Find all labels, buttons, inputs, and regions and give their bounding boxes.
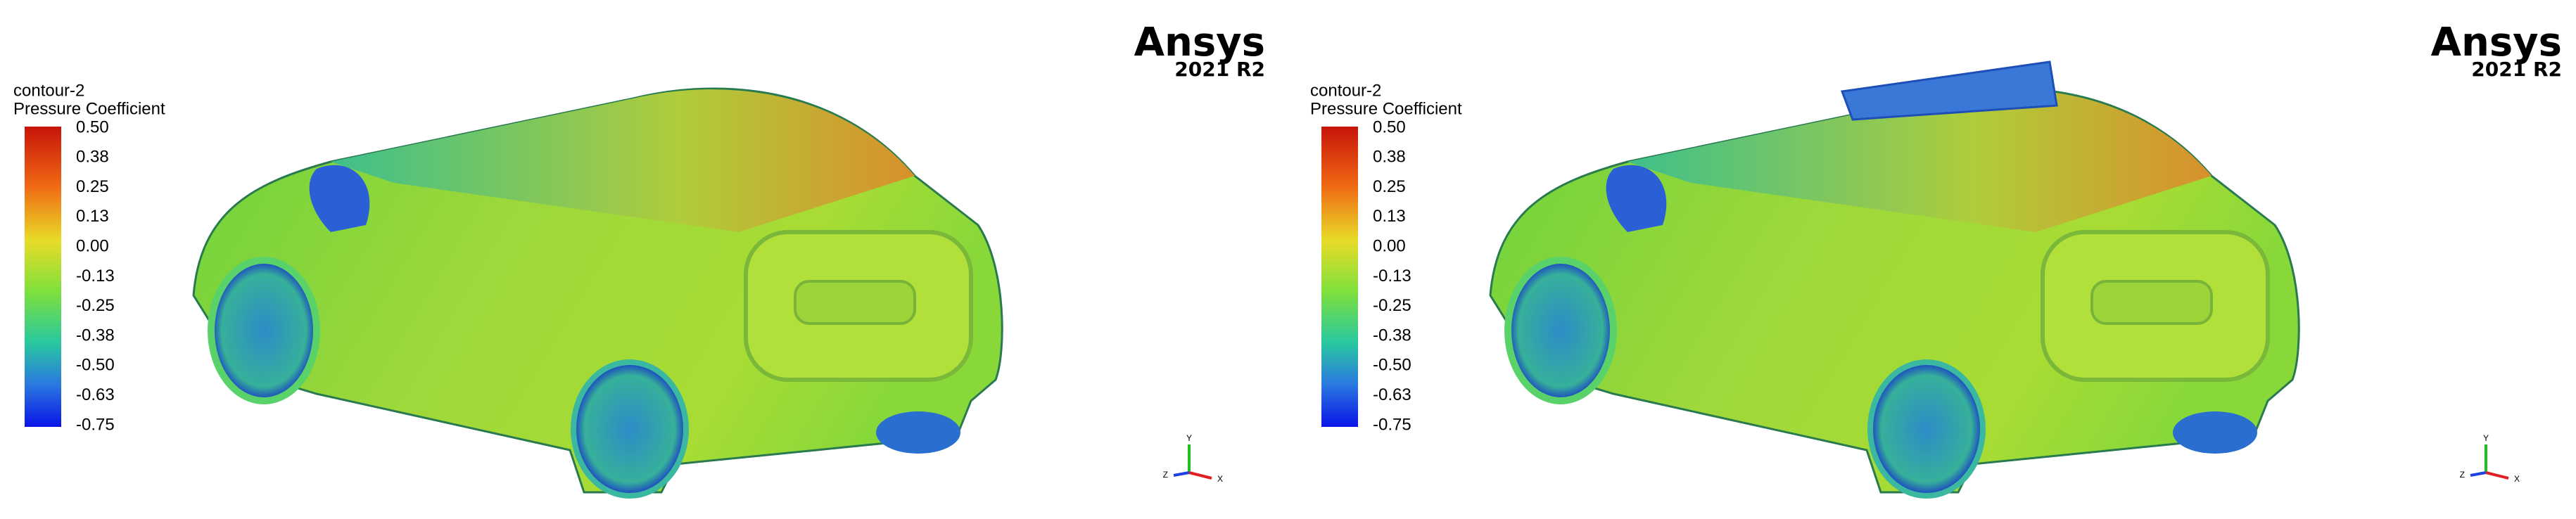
colorbar-label: -0.38 bbox=[76, 326, 115, 345]
colorbar-label: -0.38 bbox=[1373, 326, 1411, 345]
logo: Ansys bbox=[2431, 20, 2562, 65]
colorbar bbox=[25, 127, 61, 427]
colorbar-label: 0.13 bbox=[1373, 207, 1406, 226]
axis-label: X bbox=[1217, 474, 1223, 484]
contour-name: contour-2 bbox=[13, 81, 84, 100]
version: 2021 R2 bbox=[1174, 58, 1265, 81]
axis-label: Z bbox=[1163, 470, 1168, 480]
quantity-name: Pressure Coefficient bbox=[13, 99, 165, 118]
axis-x bbox=[2485, 471, 2509, 480]
colorbar-label: -0.75 bbox=[76, 415, 115, 434]
axis-label: Y bbox=[2483, 433, 2489, 443]
car-model bbox=[193, 89, 1002, 496]
colorbar-label: 0.25 bbox=[76, 177, 109, 196]
colorbar-label: 0.50 bbox=[76, 117, 109, 136]
colorbar-label: 0.38 bbox=[1373, 148, 1406, 167]
contour-name: contour-2 bbox=[1310, 81, 1381, 100]
colorbar-label: 0.00 bbox=[1373, 237, 1406, 256]
colorbar-label: -0.50 bbox=[76, 356, 115, 375]
axis-label: Y bbox=[1186, 433, 1192, 443]
roof-box bbox=[1840, 60, 2058, 121]
car-model bbox=[1490, 89, 2299, 496]
colorbar-label: -0.13 bbox=[1373, 267, 1411, 286]
logo: Ansys bbox=[1134, 20, 1265, 65]
colorbar-label: -0.63 bbox=[76, 385, 115, 404]
quantity-name: Pressure Coefficient bbox=[1310, 99, 1462, 118]
colorbar-label: 0.13 bbox=[76, 207, 109, 226]
colorbar-label: -0.50 bbox=[1373, 356, 1411, 375]
colorbar-label: -0.13 bbox=[76, 267, 115, 286]
axis-z bbox=[1173, 471, 1190, 477]
version: 2021 R2 bbox=[2471, 58, 2562, 81]
axis-z bbox=[2470, 471, 2487, 477]
colorbar-label: 0.38 bbox=[76, 148, 109, 167]
colorbar-label: 0.25 bbox=[1373, 177, 1406, 196]
axis-label: X bbox=[2514, 474, 2520, 484]
colorbar-label: -0.25 bbox=[76, 296, 115, 315]
colorbar bbox=[1321, 127, 1358, 427]
colorbar-label: -0.75 bbox=[1373, 415, 1411, 434]
colorbar-label: -0.25 bbox=[1373, 296, 1411, 315]
colorbar-label: -0.63 bbox=[1373, 385, 1411, 404]
axis-label: Z bbox=[2460, 470, 2465, 480]
axis-x bbox=[1188, 471, 1212, 480]
colorbar-label: 0.50 bbox=[1373, 117, 1406, 136]
colorbar-label: 0.00 bbox=[76, 237, 109, 256]
